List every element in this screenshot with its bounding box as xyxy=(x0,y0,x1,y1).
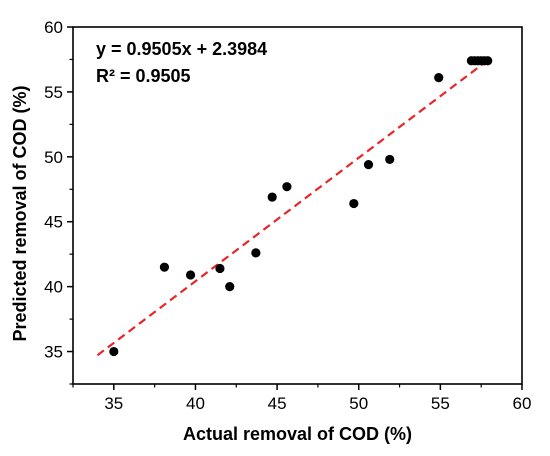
data-point xyxy=(434,73,444,83)
fit-line-layer xyxy=(96,58,491,357)
data-points-layer xyxy=(109,56,493,357)
data-point xyxy=(185,270,196,280)
regression-equation: y = 0.9505x + 2.3984 xyxy=(96,39,267,59)
r-squared-label: R² = 0.9505 xyxy=(96,66,191,86)
data-point xyxy=(267,192,277,202)
x-tick-label: 35 xyxy=(104,394,123,413)
x-tick-label: 60 xyxy=(513,394,532,413)
fit-line xyxy=(96,58,491,357)
data-point xyxy=(109,346,119,357)
ticks-layer: 35 40 45 50 55 60 35 40 45 50 55 60 xyxy=(44,18,531,413)
y-tick-label: 35 xyxy=(44,343,63,362)
y-tick-label: 60 xyxy=(44,18,63,37)
y-tick-label: 50 xyxy=(44,148,63,167)
x-tick-label: 40 xyxy=(186,394,205,413)
x-tick-label: 55 xyxy=(431,394,450,413)
y-tick-label: 45 xyxy=(44,213,63,232)
y-tick-label: 40 xyxy=(44,278,63,297)
data-point xyxy=(483,56,493,66)
data-point xyxy=(282,182,292,192)
x-tick-label: 45 xyxy=(268,394,287,413)
data-point xyxy=(225,282,235,292)
data-point xyxy=(385,154,395,165)
plot-frame xyxy=(72,26,523,385)
x-tick-label: 50 xyxy=(349,394,368,413)
y-tick-label: 55 xyxy=(44,83,63,102)
data-point xyxy=(215,263,225,274)
data-point xyxy=(363,160,374,170)
data-point xyxy=(349,198,359,209)
data-point xyxy=(251,248,261,258)
data-point xyxy=(159,262,170,272)
x-axis-title: Actual removal of COD (%) xyxy=(183,424,412,444)
y-axis-title: Predicted removal of COD (%) xyxy=(10,85,30,341)
